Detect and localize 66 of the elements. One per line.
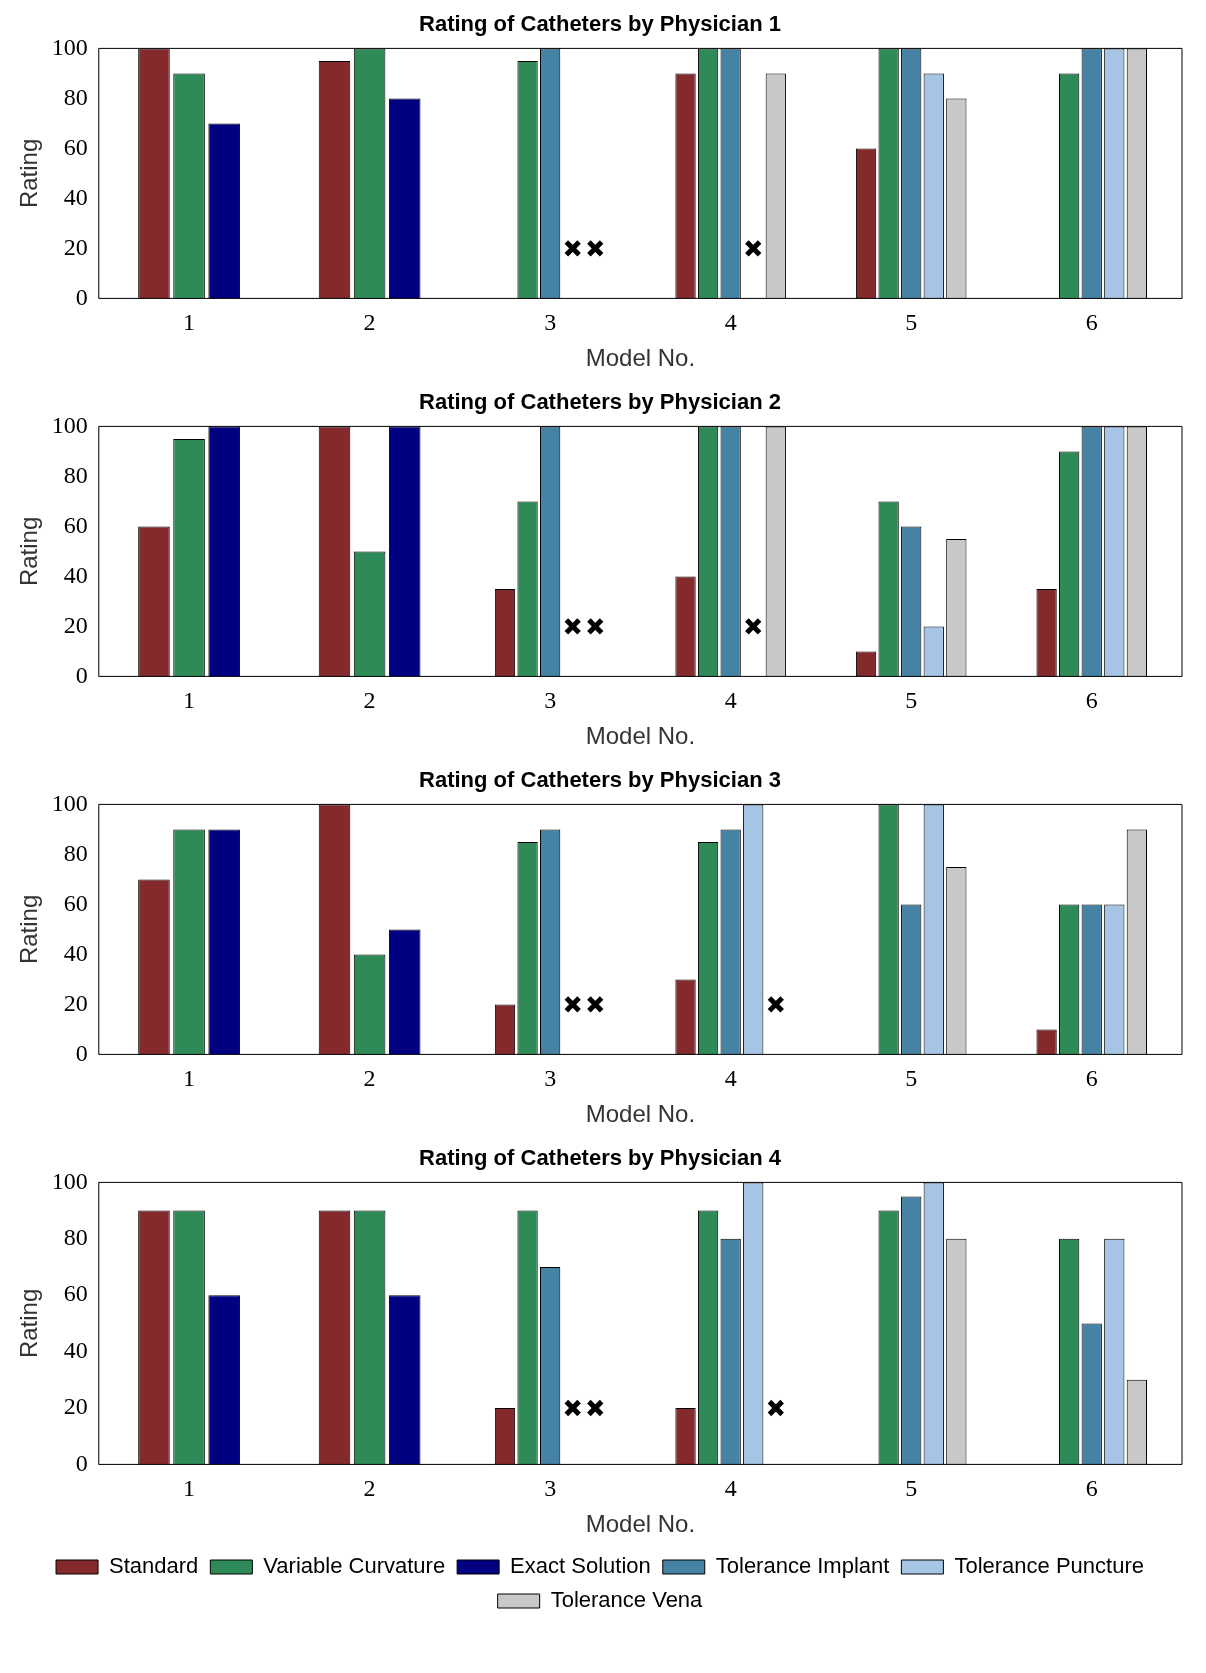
x-tick-label: 5 — [905, 309, 918, 336]
x-axis-title: Model No. — [585, 1100, 696, 1128]
x-tick-label: 2 — [363, 687, 376, 714]
legend-label: Variable Curvature — [263, 1553, 446, 1579]
x-axis-title: Model No. — [585, 344, 696, 372]
y-tick-label: 20 — [63, 611, 88, 638]
x-axis-title: Model No. — [585, 722, 696, 750]
x-tick-label: 3 — [544, 687, 557, 714]
legend-label: Tolerance Implant — [715, 1553, 890, 1579]
y-axis-title: Rating — [15, 894, 43, 965]
x-tick-label: 3 — [544, 1065, 557, 1092]
x-tick-label: 2 — [363, 309, 376, 336]
legend-label: Standard — [109, 1553, 199, 1579]
x-tick-label: 6 — [1085, 1065, 1098, 1092]
y-tick-label: 40 — [63, 561, 88, 588]
x-tick-label: 4 — [724, 1475, 737, 1502]
y-tick-label: 60 — [63, 511, 88, 538]
x-tick-label: 5 — [905, 1475, 918, 1502]
x-tick-label: 1 — [183, 687, 196, 714]
y-tick-label: 100 — [51, 411, 88, 438]
chart-title: Rating of Catheters by Physician 2 — [419, 389, 781, 415]
x-tick-label: 1 — [183, 1065, 196, 1092]
y-tick-label: 60 — [63, 889, 88, 916]
y-tick-label: 40 — [63, 183, 88, 210]
y-tick-label: 0 — [75, 1449, 88, 1476]
x-tick-label: 5 — [905, 687, 918, 714]
y-tick-label: 100 — [51, 33, 88, 60]
y-axis-title: Rating — [15, 138, 43, 209]
y-axis-title: Rating — [15, 516, 43, 587]
y-tick-label: 60 — [63, 1280, 88, 1307]
y-tick-label: 20 — [63, 989, 88, 1016]
x-tick-label: 6 — [1085, 1475, 1098, 1502]
chart-title: Rating of Catheters by Physician 4 — [419, 1145, 782, 1171]
x-tick-label: 6 — [1085, 309, 1098, 336]
chart-title: Rating of Catheters by Physician 3 — [419, 767, 781, 793]
legend-label: Tolerance Vena — [550, 1587, 704, 1613]
x-tick-label: 4 — [724, 309, 737, 336]
y-tick-label: 0 — [75, 283, 88, 310]
x-axis-title: Model No. — [585, 1510, 696, 1538]
legend-label: Exact Solution — [510, 1553, 651, 1579]
x-tick-label: 1 — [183, 309, 196, 336]
y-tick-label: 60 — [63, 133, 88, 160]
x-tick-label: 3 — [544, 1475, 557, 1502]
x-tick-label: 1 — [183, 1475, 196, 1502]
y-axis-title: Rating — [15, 1288, 43, 1359]
x-tick-label: 2 — [363, 1475, 376, 1502]
x-tick-label: 2 — [363, 1065, 376, 1092]
y-tick-label: 80 — [63, 83, 88, 110]
legend-label: Tolerance Puncture — [954, 1553, 1144, 1579]
y-tick-label: 20 — [63, 1393, 88, 1420]
x-tick-label: 3 — [544, 309, 557, 336]
x-tick-label: 5 — [905, 1065, 918, 1092]
chart-title: Rating of Catheters by Physician 1 — [419, 11, 781, 37]
x-tick-label: 4 — [724, 1065, 737, 1092]
y-tick-label: 100 — [51, 789, 88, 816]
y-tick-label: 0 — [75, 1039, 88, 1066]
y-tick-label: 80 — [63, 839, 88, 866]
y-tick-label: 20 — [63, 233, 88, 260]
y-tick-label: 40 — [63, 1336, 88, 1363]
y-tick-label: 0 — [75, 661, 88, 688]
x-tick-label: 4 — [724, 687, 737, 714]
y-tick-label: 80 — [63, 461, 88, 488]
y-tick-label: 80 — [63, 1224, 88, 1251]
y-tick-label: 40 — [63, 939, 88, 966]
x-tick-label: 6 — [1085, 687, 1098, 714]
y-tick-label: 100 — [51, 1167, 88, 1194]
